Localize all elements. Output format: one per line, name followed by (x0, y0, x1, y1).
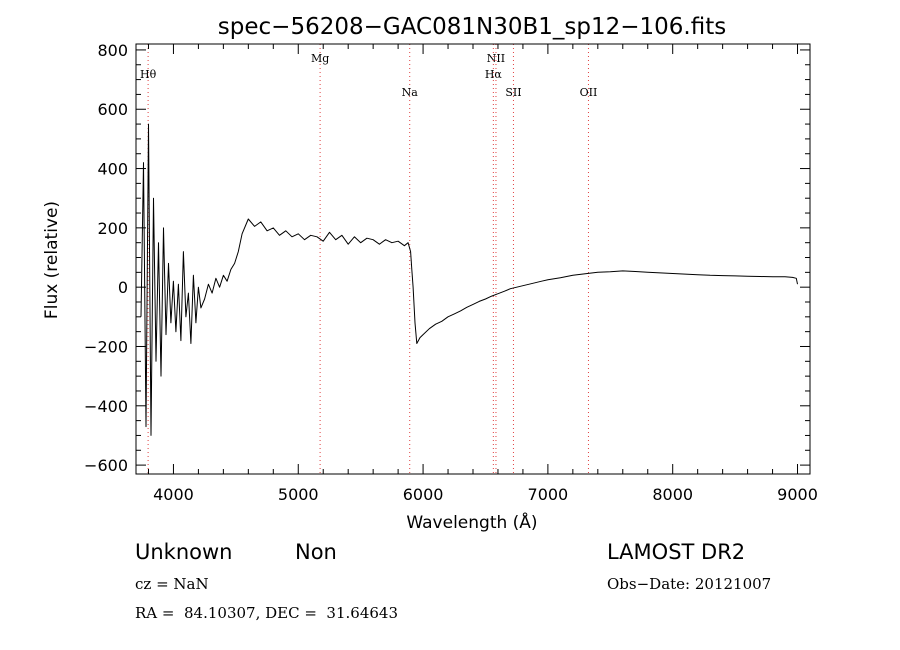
y-axis-label: Flux (relative) (42, 201, 62, 319)
spectrum-series-line (140, 123, 798, 436)
spectral-line-label: SII (505, 86, 521, 99)
y-tick-label: 0 (118, 278, 128, 297)
plot-frame (135, 43, 811, 475)
y-tick-label: −200 (84, 337, 128, 356)
observation-date: Obs−Date: 20121007 (607, 575, 772, 593)
spectral-line-label: Hα (485, 68, 503, 81)
spectral-line-label: OII (580, 86, 598, 99)
spectral-line-label: NII (487, 52, 505, 65)
coordinates: RA = 84.10307, DEC = 31.64643 (135, 604, 399, 622)
spectral-line-label: Na (402, 86, 419, 99)
x-tick-label: 6000 (403, 485, 444, 504)
x-axis-label: Wavelength (Å) (406, 511, 537, 533)
x-tick-label: 5000 (278, 485, 319, 504)
y-tick-label: −400 (84, 397, 128, 416)
spectral-line-label: Mg (311, 52, 329, 65)
axes-layer: 4000 5000 6000 7000 8000 9000 −600 −400 −200 0 200… (84, 41, 818, 504)
spectral-class: Unknown (135, 540, 233, 564)
x-tick-label: 8000 (652, 485, 693, 504)
y-tick-label: 400 (97, 160, 128, 179)
x-tick-label: 7000 (528, 485, 569, 504)
y-tick-label: 200 (97, 219, 128, 238)
redshift-cz: cz = NaN (135, 575, 209, 593)
y-tick-label: −600 (84, 456, 128, 475)
spectral-subclass: Non (295, 540, 337, 564)
y-tick-label: 600 (97, 100, 128, 119)
x-tick-label: 9000 (777, 485, 818, 504)
survey-name: LAMOST DR2 (607, 540, 746, 564)
spectral-line-label: Hθ (140, 68, 157, 81)
y-tick-label: 800 (97, 41, 128, 60)
x-tick-label: 4000 (153, 485, 194, 504)
chart-title: spec−56208−GAC081N30B1_sp12−106.fits (218, 14, 726, 40)
series-layer (140, 123, 798, 436)
